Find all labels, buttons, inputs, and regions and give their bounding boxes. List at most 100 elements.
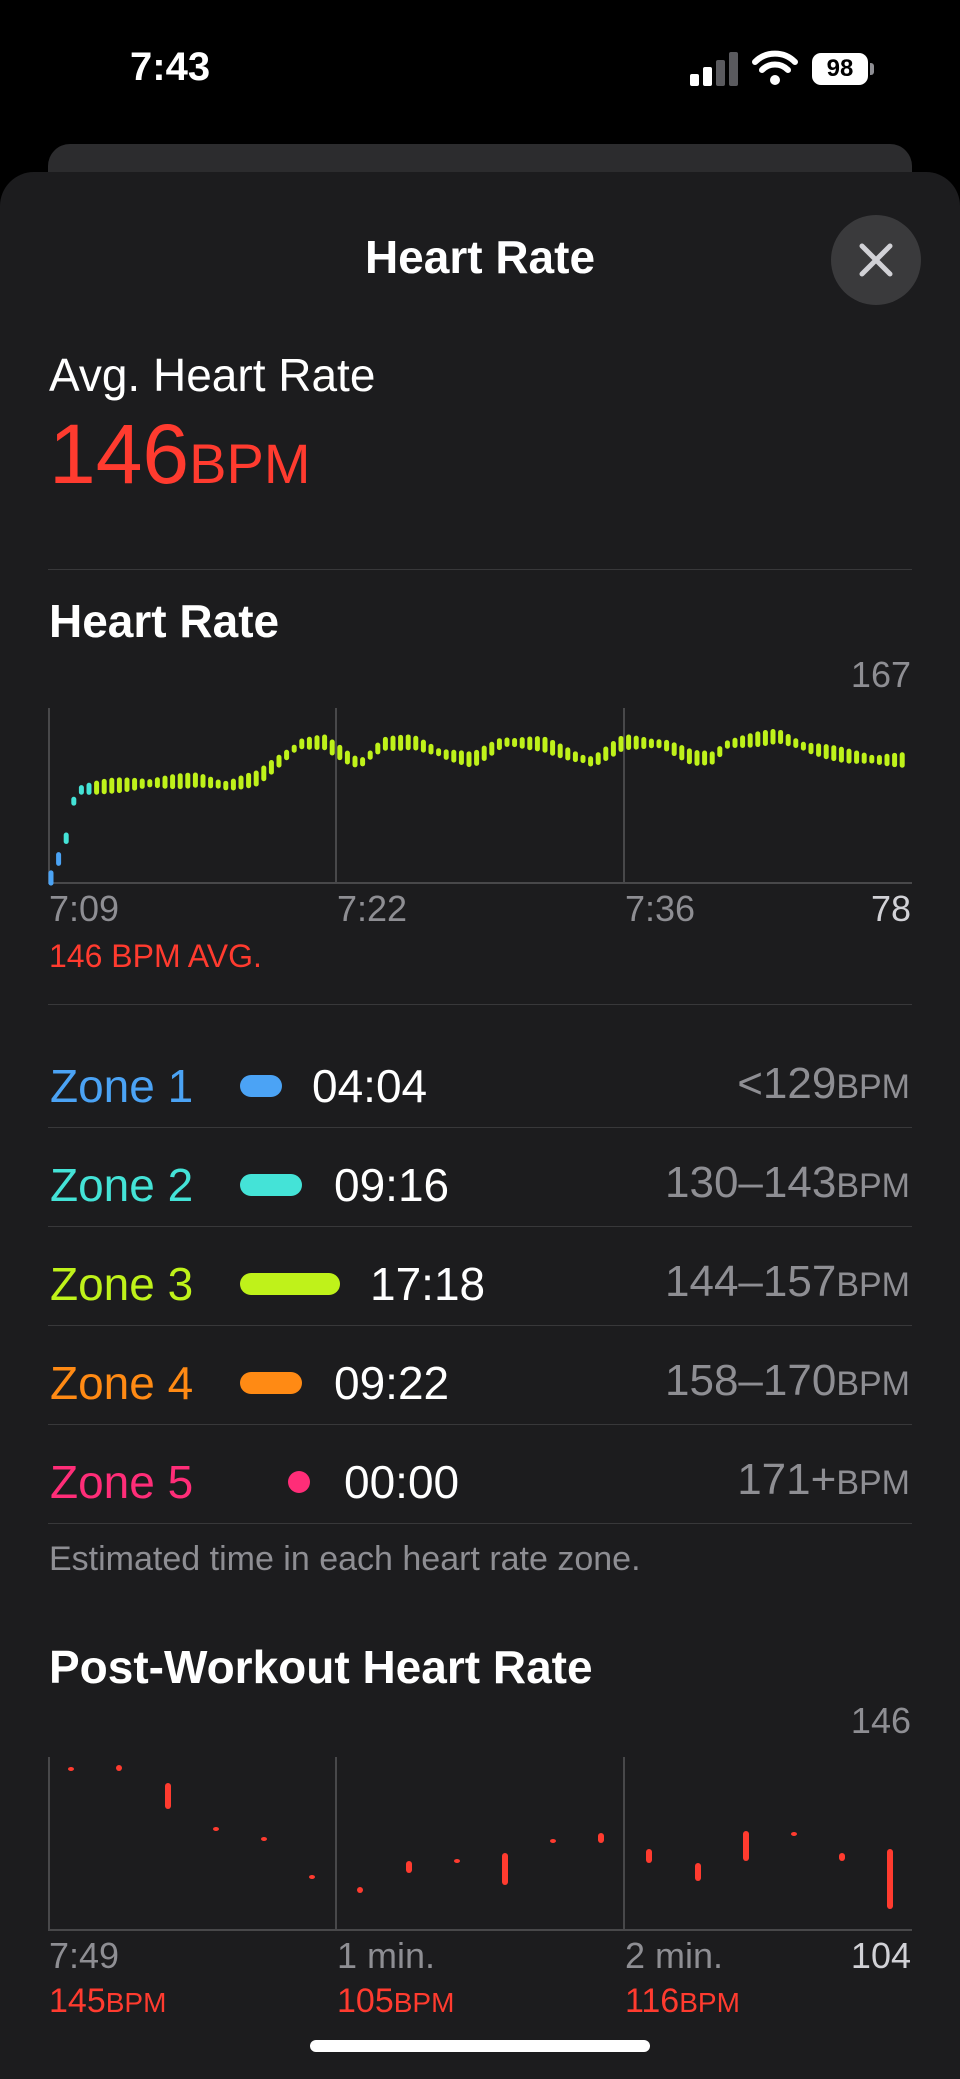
heart-rate-mark [679,745,685,761]
hr-chart-y-max-label: 167 [850,654,911,695]
heart-rate-mark [892,752,898,768]
heart-rate-mark [116,777,122,794]
sheet-title: Heart Rate [364,231,596,283]
post-reading-2: 105BPM [337,1982,455,2020]
post-workout-chart-title: Post-Workout Heart Rate [49,1641,593,1693]
heart-rate-mark [474,749,480,766]
hr-x-label-1: 7:09 [49,888,120,929]
close-button[interactable] [831,215,921,305]
heart-rate-mark [838,746,844,763]
divider [48,1004,912,1005]
post-workout-mark [598,1833,604,1843]
divider [48,569,912,570]
post-workout-mark [695,1863,701,1881]
heart-rate-chart [48,708,912,886]
post-workout-mark [839,1853,845,1861]
hr-x-label-2: 7:22 [337,888,408,929]
status-bar: 7:43 98 [0,0,960,140]
heart-rate-mark [390,735,396,751]
heart-rate-mark [322,734,328,751]
heart-rate-mark [641,736,647,750]
heart-rate-mark [724,740,730,749]
heart-rate-mark [633,735,639,750]
divider [48,1424,912,1425]
post-reading-3: 116BPM [625,1982,740,2020]
post-workout-mark [791,1832,797,1836]
status-time: 7:43 [130,45,211,89]
post-workout-mark [646,1849,652,1863]
divider [48,1325,912,1326]
divider [48,1523,912,1524]
zone-range: 144–157BPM [665,1257,910,1306]
heart-rate-mark [603,746,609,762]
heart-rate-mark [246,772,252,789]
heart-rate-mark [192,772,198,788]
heart-rate-mark [284,749,290,761]
post-workout-mark [261,1837,267,1841]
heart-rate-mark [154,777,160,789]
heart-rate-chart-title: Heart Rate [49,595,280,647]
heart-rate-mark [451,749,457,763]
heart-rate-mark [56,852,62,866]
heart-rate-mark [747,733,753,748]
heart-rate-mark [299,738,305,750]
heart-rate-mark [686,748,692,765]
avg-heart-rate-number: 146 [49,407,190,501]
heart-rate-mark [542,736,548,753]
heart-rate-mark [78,785,84,795]
post-workout-mark [309,1875,315,1879]
heart-rate-mark [306,736,312,750]
heart-rate-mark [854,750,860,764]
zone-range: 130–143BPM [665,1158,910,1207]
heart-rate-mark [884,753,890,767]
heart-rate-mark [816,743,822,757]
heart-rate-mark [869,754,875,764]
zone-row-3: Zone 3 17:18 144–157BPM [48,1229,912,1328]
heart-rate-mark [276,754,282,768]
heart-rate-mark [610,740,616,757]
heart-rate-mark [702,750,708,766]
heart-rate-mark [352,755,358,768]
heart-rate-mark [489,741,495,756]
zone-row-1: Zone 1 04:04 <129BPM [48,1031,912,1130]
heart-rate-mark [208,776,214,789]
heart-rate-mark [86,782,92,795]
heart-rate-mark [162,775,168,789]
heart-rate-mark [436,748,442,757]
heart-rate-mark [329,739,335,756]
post-reading-1: 145BPM [49,1982,167,2020]
zone-range: <129BPM [737,1059,910,1108]
heart-rate-mark [139,778,145,789]
heart-rate-mark [762,730,768,747]
heart-rate-mark [360,757,366,767]
post-chart-y-max-label: 146 [850,1700,911,1741]
heart-rate-mark [808,742,814,755]
post-workout-mark [550,1839,556,1843]
zone-name: Zone 1 [50,1060,194,1112]
heart-rate-mark [648,738,654,749]
heart-rate-mark [481,745,487,761]
heart-rate-sheet [0,172,960,2079]
heart-rate-mark [778,729,784,745]
wifi-icon [752,50,798,85]
heart-rate-mark [253,770,259,787]
cellular-signal-icon [690,52,738,86]
post-workout-mark [116,1765,122,1771]
heart-rate-mark [504,737,510,747]
post-x-label-3: 2 min. [625,1935,724,1976]
heart-rate-mark [861,752,867,764]
battery-level: 98 [812,53,868,85]
zone-duration-bar [240,1273,340,1295]
heart-rate-mark [709,751,715,765]
heart-rate-mark [398,734,404,751]
post-workout-mark [165,1783,171,1809]
heart-rate-mark [626,734,632,750]
heart-rate-mark [534,736,540,752]
heart-rate-mark [337,744,343,761]
zone-time: 09:22 [334,1357,450,1409]
heart-rate-mark [215,779,221,789]
heart-rate-mark [230,778,236,791]
heart-rate-mark [367,750,373,760]
heart-rate-mark [831,745,837,762]
heart-rate-mark [793,738,799,749]
